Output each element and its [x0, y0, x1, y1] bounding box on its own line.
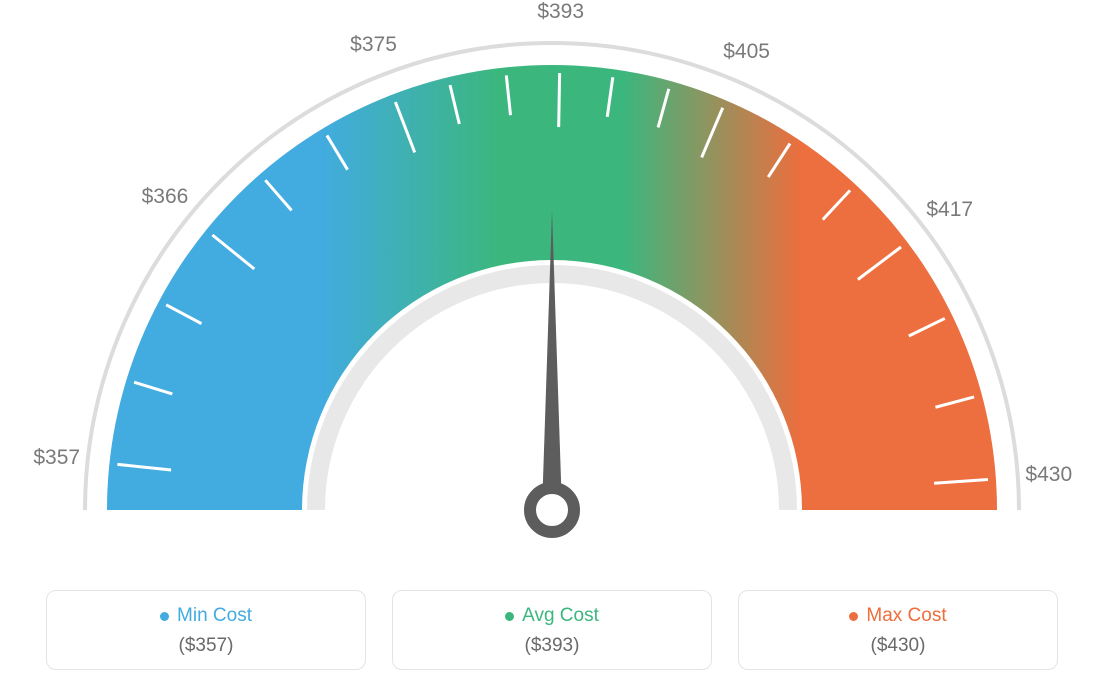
legend-label-row: Avg Cost — [403, 605, 701, 627]
gauge-tick-label: $375 — [350, 33, 397, 57]
legend-dot-icon — [849, 612, 858, 621]
legend-label: Max Cost — [866, 605, 946, 627]
gauge-tick-label: $405 — [723, 40, 770, 64]
legend-label: Avg Cost — [522, 605, 599, 627]
gauge-area: $357 $366 $375 $393 $405 $417 $430 — [0, 0, 1104, 560]
gauge-tick-label: $393 — [537, 0, 584, 24]
gauge-tick-label: $366 — [142, 185, 189, 209]
gauge-tick-major — [559, 73, 560, 127]
gauge-tick-label: $430 — [1025, 463, 1072, 487]
min-cost-card: Min Cost ($357) — [46, 590, 366, 670]
cost-gauge-chart: $357 $366 $375 $393 $405 $417 $430 Min Cost ($3… — [0, 0, 1104, 690]
legend-label: Min Cost — [177, 605, 252, 627]
gauge-needle-hub — [530, 488, 574, 532]
legend-row: Min Cost ($357) Avg Cost ($393) Max Cost ($43… — [0, 590, 1104, 670]
max-cost-card: Max Cost ($430) — [738, 590, 1058, 670]
gauge-tick-label: $357 — [33, 446, 80, 470]
avg-cost-card: Avg Cost ($393) — [392, 590, 712, 670]
legend-label-row: Min Cost — [57, 605, 355, 627]
legend-dot-icon — [505, 612, 514, 621]
legend-label-row: Max Cost — [749, 605, 1047, 627]
legend-value: ($393) — [403, 635, 701, 657]
legend-value: ($430) — [749, 635, 1047, 657]
gauge-svg — [0, 0, 1104, 560]
legend-dot-icon — [160, 612, 169, 621]
legend-value: ($357) — [57, 635, 355, 657]
gauge-tick-label: $417 — [926, 198, 973, 222]
